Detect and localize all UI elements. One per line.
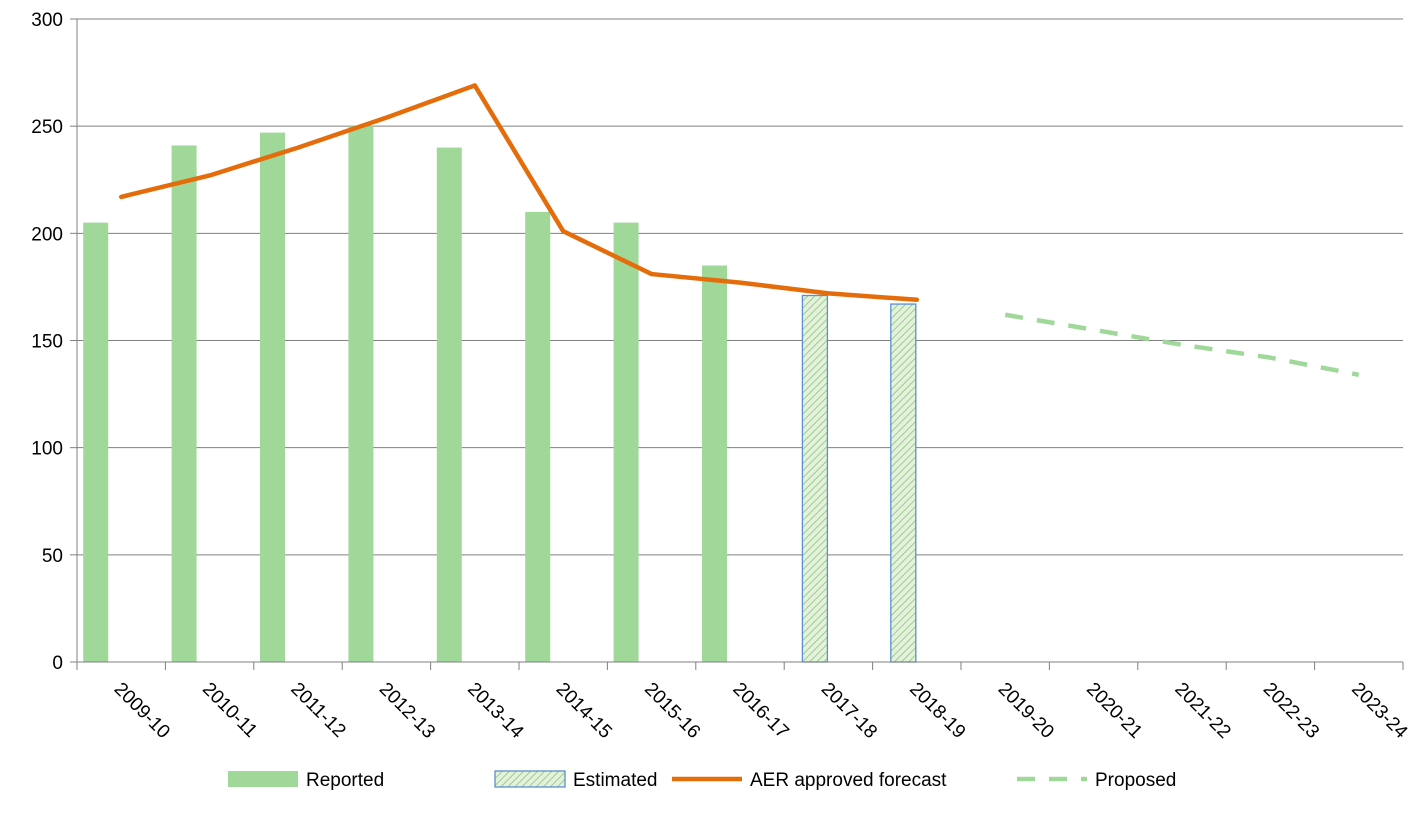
x-tick-label: 2014-15 [552,679,616,743]
y-tick-label: 50 [42,546,63,567]
legend-swatch-reported [228,771,298,787]
legend-label: Estimated [573,770,657,791]
x-tick-label: 2013-14 [463,679,527,743]
bar-reported [613,222,639,662]
y-tick-label: 150 [31,332,63,353]
gridlines [77,18,1403,556]
legend: Reported Estimated AER approved forecast Pr… [228,770,1176,791]
x-tick-label: 2012-13 [375,679,439,743]
lines [118,83,1360,378]
bar-reported [260,132,285,662]
line-aer-approved-forecast [118,83,920,303]
x-tick-label: 2011-12 [286,679,349,742]
bar-estimated [801,294,829,663]
x-tick-label: 2018-19 [905,679,969,743]
x-tick-label: 2015-16 [640,679,704,743]
legend-label: Reported [306,770,384,791]
legend-label: AER approved forecast [750,770,947,791]
y-tick-label: 300 [31,10,63,31]
bar-reported [348,126,374,662]
x-tick-label: 2022-23 [1259,679,1323,743]
x-tick-label: 2010-11 [198,679,261,742]
legend-label: Proposed [1095,770,1176,791]
y-tick-label: 100 [31,439,63,460]
legend-swatch-estimated [494,770,566,788]
y-tick-label: 0 [52,653,63,674]
x-tick-label: 2020-21 [1082,679,1146,743]
bar-reported [525,211,551,662]
y-tick-label: 200 [31,224,63,245]
bars [83,126,917,663]
x-tick-label: 2021-22 [1170,679,1234,743]
bar-reported [436,147,462,663]
x-tick-label: 2016-17 [728,679,792,743]
x-tick-label: 2017-18 [817,679,881,743]
x-tick-label: 2019-20 [994,679,1058,743]
bar-estimated [890,303,917,663]
x-tick-label: 2009-10 [110,679,174,743]
y-tick-label: 250 [31,117,63,138]
x-tick-label: 2023-24 [1347,679,1411,743]
bar-reported [702,265,727,662]
bar-reported [83,222,109,662]
line-proposed [1004,312,1360,378]
bar-reported [171,145,197,662]
